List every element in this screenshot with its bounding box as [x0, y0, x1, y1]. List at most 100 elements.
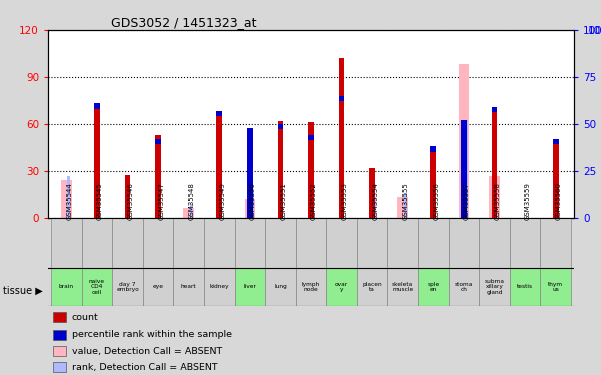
Bar	[510, 268, 540, 306]
Bar	[489, 176, 500, 218]
Bar	[53, 330, 67, 340]
Bar	[388, 217, 418, 268]
Y-axis label: 100%: 100%	[588, 26, 601, 36]
Bar	[124, 176, 130, 217]
Text: GSM35560: GSM35560	[555, 182, 561, 220]
Bar	[234, 217, 265, 268]
Bar	[183, 208, 194, 218]
Bar	[216, 111, 222, 218]
Text: GSM35558: GSM35558	[495, 182, 501, 220]
Bar	[540, 268, 571, 306]
Bar	[155, 144, 161, 218]
Bar	[492, 112, 498, 218]
Bar	[397, 197, 408, 217]
Bar	[251, 193, 254, 217]
Bar	[388, 268, 418, 306]
Text: GSM35555: GSM35555	[403, 182, 409, 220]
Bar	[143, 268, 174, 306]
Bar	[369, 168, 375, 217]
Text: GSM35559: GSM35559	[525, 182, 531, 220]
Bar	[112, 268, 143, 306]
Bar	[61, 180, 72, 218]
Text: value, Detection Call = ABSENT: value, Detection Call = ABSENT	[72, 346, 222, 355]
Bar	[418, 217, 448, 268]
Text: GSM35545: GSM35545	[97, 182, 103, 220]
Bar	[339, 101, 344, 217]
Bar	[479, 217, 510, 268]
Bar	[540, 217, 571, 268]
Bar	[234, 268, 265, 306]
Bar	[492, 111, 498, 218]
Text: placen
ta: placen ta	[362, 282, 382, 292]
Bar	[204, 217, 234, 268]
Text: heart: heart	[181, 284, 197, 290]
Text: lymph
node: lymph node	[302, 282, 320, 292]
Bar	[51, 268, 82, 306]
Bar	[278, 129, 283, 218]
Bar	[51, 217, 82, 268]
Bar	[339, 58, 344, 217]
Text: GSM35548: GSM35548	[189, 182, 195, 220]
Text: testis: testis	[517, 284, 533, 290]
Bar	[53, 362, 67, 372]
Bar	[553, 139, 558, 218]
Bar	[174, 217, 204, 268]
Bar	[190, 204, 192, 218]
Bar	[155, 139, 161, 218]
Bar	[155, 135, 161, 218]
Text: GSM35556: GSM35556	[433, 182, 439, 220]
Bar	[174, 268, 204, 306]
Bar	[308, 141, 314, 218]
Text: stoma
ch: stoma ch	[455, 282, 473, 292]
Text: tissue ▶: tissue ▶	[3, 286, 43, 296]
Bar	[418, 268, 448, 306]
Bar	[510, 217, 540, 268]
Text: kidney: kidney	[210, 284, 229, 290]
Bar	[296, 217, 326, 268]
Bar	[216, 116, 222, 218]
Bar	[112, 217, 143, 268]
Bar	[326, 268, 357, 306]
Bar	[278, 121, 283, 218]
Bar	[53, 312, 67, 322]
Bar	[143, 217, 174, 268]
Text: sple
en: sple en	[427, 282, 439, 292]
Bar	[278, 124, 283, 218]
Bar	[465, 120, 468, 218]
Bar	[94, 109, 100, 217]
Text: count: count	[72, 313, 99, 322]
Bar	[461, 120, 467, 218]
Text: GSM35550: GSM35550	[250, 182, 256, 220]
Bar	[553, 140, 558, 218]
Bar	[265, 268, 296, 306]
Bar	[357, 217, 388, 268]
Bar	[430, 146, 436, 218]
Bar	[448, 268, 479, 306]
Bar	[308, 135, 314, 218]
Text: GSM35552: GSM35552	[311, 182, 317, 220]
Text: GSM35544: GSM35544	[67, 182, 73, 220]
Bar	[459, 64, 469, 217]
Bar	[553, 144, 558, 218]
Bar	[53, 346, 67, 356]
Bar	[82, 268, 112, 306]
Text: GSM35546: GSM35546	[127, 182, 133, 220]
Bar	[82, 217, 112, 268]
Text: GSM35557: GSM35557	[464, 182, 470, 220]
Text: thym
us: thym us	[548, 282, 563, 292]
Text: lung: lung	[274, 284, 287, 290]
Bar	[430, 150, 436, 217]
Bar	[492, 107, 498, 218]
Text: subma
xillary
gland: subma xillary gland	[484, 279, 504, 295]
Bar	[326, 217, 357, 268]
Text: GSM35551: GSM35551	[281, 182, 287, 220]
Bar	[308, 122, 314, 218]
Bar	[204, 268, 234, 306]
Bar	[94, 103, 100, 218]
Bar	[245, 199, 255, 217]
Bar	[247, 128, 253, 218]
Bar	[296, 268, 326, 306]
Text: eye: eye	[153, 284, 163, 290]
Bar	[339, 96, 344, 218]
Text: naive
CD4
cell: naive CD4 cell	[89, 279, 105, 295]
